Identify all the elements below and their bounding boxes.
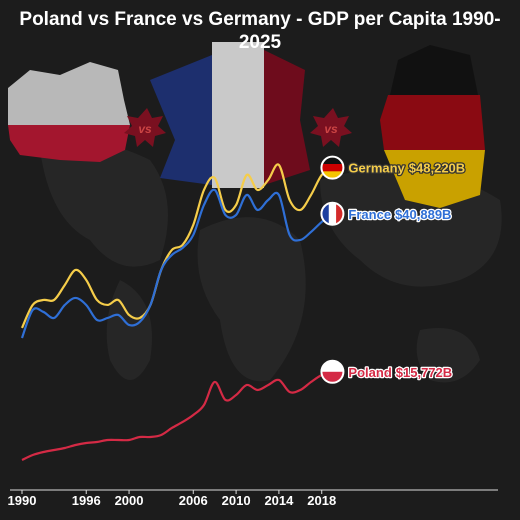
flag-stripe [321, 371, 344, 383]
flag-ring [320, 155, 345, 180]
end-marker: Germany $48,220B [320, 155, 466, 180]
flag-stripe [321, 171, 344, 179]
flag-icon [321, 156, 344, 179]
legend-name: France [348, 207, 391, 222]
germany-flag-map [380, 45, 485, 208]
x-tick-label: 2000 [115, 493, 144, 508]
flag-stripe [321, 360, 344, 373]
legend-name: Germany [348, 161, 405, 176]
data-label: $40,889B [395, 207, 451, 222]
end-label: France $40,889B [348, 207, 451, 222]
flag-stripe [321, 202, 330, 225]
end-label: Germany $48,220B [348, 161, 465, 176]
chart-title: Poland vs France vs Germany - GDP per Ca… [19, 9, 501, 53]
flag-ring [320, 201, 345, 226]
end-marker: France $40,889B [320, 201, 453, 226]
flag-ring [320, 359, 345, 384]
legend-name: Poland [348, 365, 391, 380]
flag-stripe [328, 202, 337, 225]
series-line [20, 163, 334, 329]
end-label: Poland $15,772B [348, 365, 452, 380]
x-tick-label: 2018 [307, 493, 336, 508]
data-label: $48,220B [409, 161, 465, 176]
series-line [21, 370, 333, 461]
x-tick-label: 1996 [72, 493, 101, 508]
vs-badge: vs vs [124, 108, 352, 147]
poland-flag-map [8, 62, 130, 162]
flag-icon [321, 360, 344, 383]
x-tick-label: 1990 [8, 493, 37, 508]
data-label: $15,772B [396, 365, 452, 380]
series-line [20, 188, 334, 339]
flag-stripe [321, 156, 344, 165]
svg-text:vs: vs [138, 122, 152, 136]
flag-stripe [336, 202, 344, 225]
svg-text:vs: vs [324, 122, 338, 136]
end-marker: Poland $15,772B [320, 359, 453, 384]
france-flag-map [150, 42, 310, 188]
flag-stripe [321, 163, 344, 172]
x-tick-label: 2010 [222, 493, 251, 508]
x-tick-label: 2014 [264, 493, 294, 508]
flag-icon [321, 202, 344, 225]
x-tick-label: 2006 [179, 493, 208, 508]
